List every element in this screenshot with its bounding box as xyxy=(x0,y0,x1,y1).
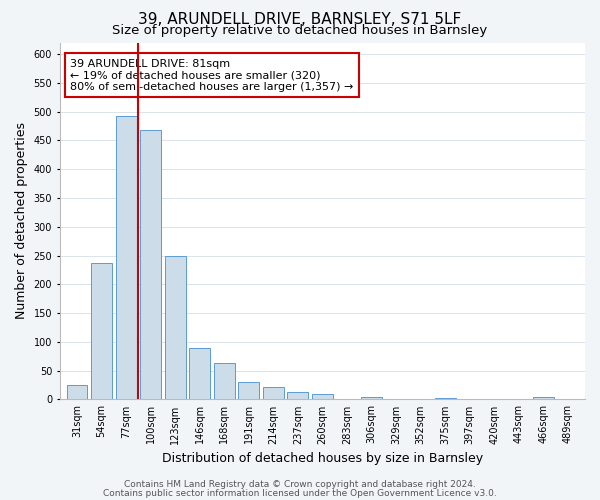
Bar xyxy=(287,392,308,400)
Y-axis label: Number of detached properties: Number of detached properties xyxy=(15,122,28,320)
Bar xyxy=(116,116,137,400)
Bar xyxy=(189,348,210,400)
Text: Size of property relative to detached houses in Barnsley: Size of property relative to detached ho… xyxy=(112,24,488,37)
Bar xyxy=(214,363,235,400)
Bar xyxy=(434,398,455,400)
Bar xyxy=(67,385,88,400)
Bar xyxy=(263,387,284,400)
Text: 39 ARUNDELL DRIVE: 81sqm
← 19% of detached houses are smaller (320)
80% of semi-: 39 ARUNDELL DRIVE: 81sqm ← 19% of detach… xyxy=(70,58,353,92)
Text: 39, ARUNDELL DRIVE, BARNSLEY, S71 5LF: 39, ARUNDELL DRIVE, BARNSLEY, S71 5LF xyxy=(139,12,461,28)
Bar xyxy=(91,263,112,400)
Bar xyxy=(312,394,333,400)
Bar xyxy=(533,396,554,400)
X-axis label: Distribution of detached houses by size in Barnsley: Distribution of detached houses by size … xyxy=(162,452,483,465)
Bar xyxy=(238,382,259,400)
Bar xyxy=(140,130,161,400)
Text: Contains HM Land Registry data © Crown copyright and database right 2024.: Contains HM Land Registry data © Crown c… xyxy=(124,480,476,489)
Bar xyxy=(361,396,382,400)
Bar xyxy=(165,256,185,400)
Text: Contains public sector information licensed under the Open Government Licence v3: Contains public sector information licen… xyxy=(103,488,497,498)
